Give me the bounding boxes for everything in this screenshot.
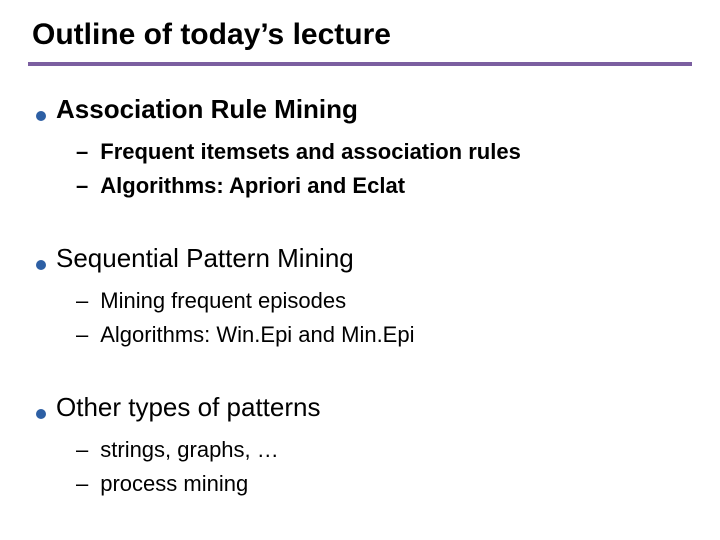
bullet-icon [36,409,46,419]
section: Association Rule Mining –Frequent itemset… [36,94,692,199]
sub-item-text: Mining frequent episodes [100,288,346,314]
dash-icon: – [76,471,88,497]
section-heading: Other types of patterns [56,392,320,423]
sub-item: –strings, graphs, … [76,437,692,463]
sub-item: –process mining [76,471,692,497]
sub-item-text: process mining [100,471,248,497]
sub-item: –Frequent itemsets and association rules [76,139,692,165]
sub-item-text: Algorithms: Apriori and Eclat [100,173,405,199]
sub-list: –Mining frequent episodes–Algorithms: Wi… [36,288,692,348]
dash-icon: – [76,288,88,314]
sub-item-text: Algorithms: Win.Epi and Min.Epi [100,322,414,348]
bullet-icon [36,111,46,121]
sub-list: –strings, graphs, …–process mining [36,437,692,497]
section-heading-row: Association Rule Mining [36,94,692,125]
section-heading: Association Rule Mining [56,94,358,125]
sub-item: –Algorithms: Apriori and Eclat [76,173,692,199]
sub-item: –Mining frequent episodes [76,288,692,314]
slide-title: Outline of today’s lecture [28,18,692,52]
dash-icon: – [76,173,88,199]
title-underline [28,62,692,66]
section: Sequential Pattern Mining –Mining frequen… [36,243,692,348]
section-heading-row: Sequential Pattern Mining [36,243,692,274]
sub-item-text: Frequent itemsets and association rules [100,139,521,165]
slide: Outline of today’s lecture Association R… [0,0,720,525]
bullet-icon [36,260,46,270]
sub-item-text: strings, graphs, … [100,437,279,463]
dash-icon: – [76,437,88,463]
sub-item: –Algorithms: Win.Epi and Min.Epi [76,322,692,348]
section-heading-row: Other types of patterns [36,392,692,423]
sub-list: –Frequent itemsets and association rules… [36,139,692,199]
dash-icon: – [76,139,88,165]
section: Other types of patterns –strings, graphs,… [36,392,692,497]
dash-icon: – [76,322,88,348]
slide-content: Association Rule Mining–Frequent itemset… [28,94,692,497]
section-heading: Sequential Pattern Mining [56,243,354,274]
